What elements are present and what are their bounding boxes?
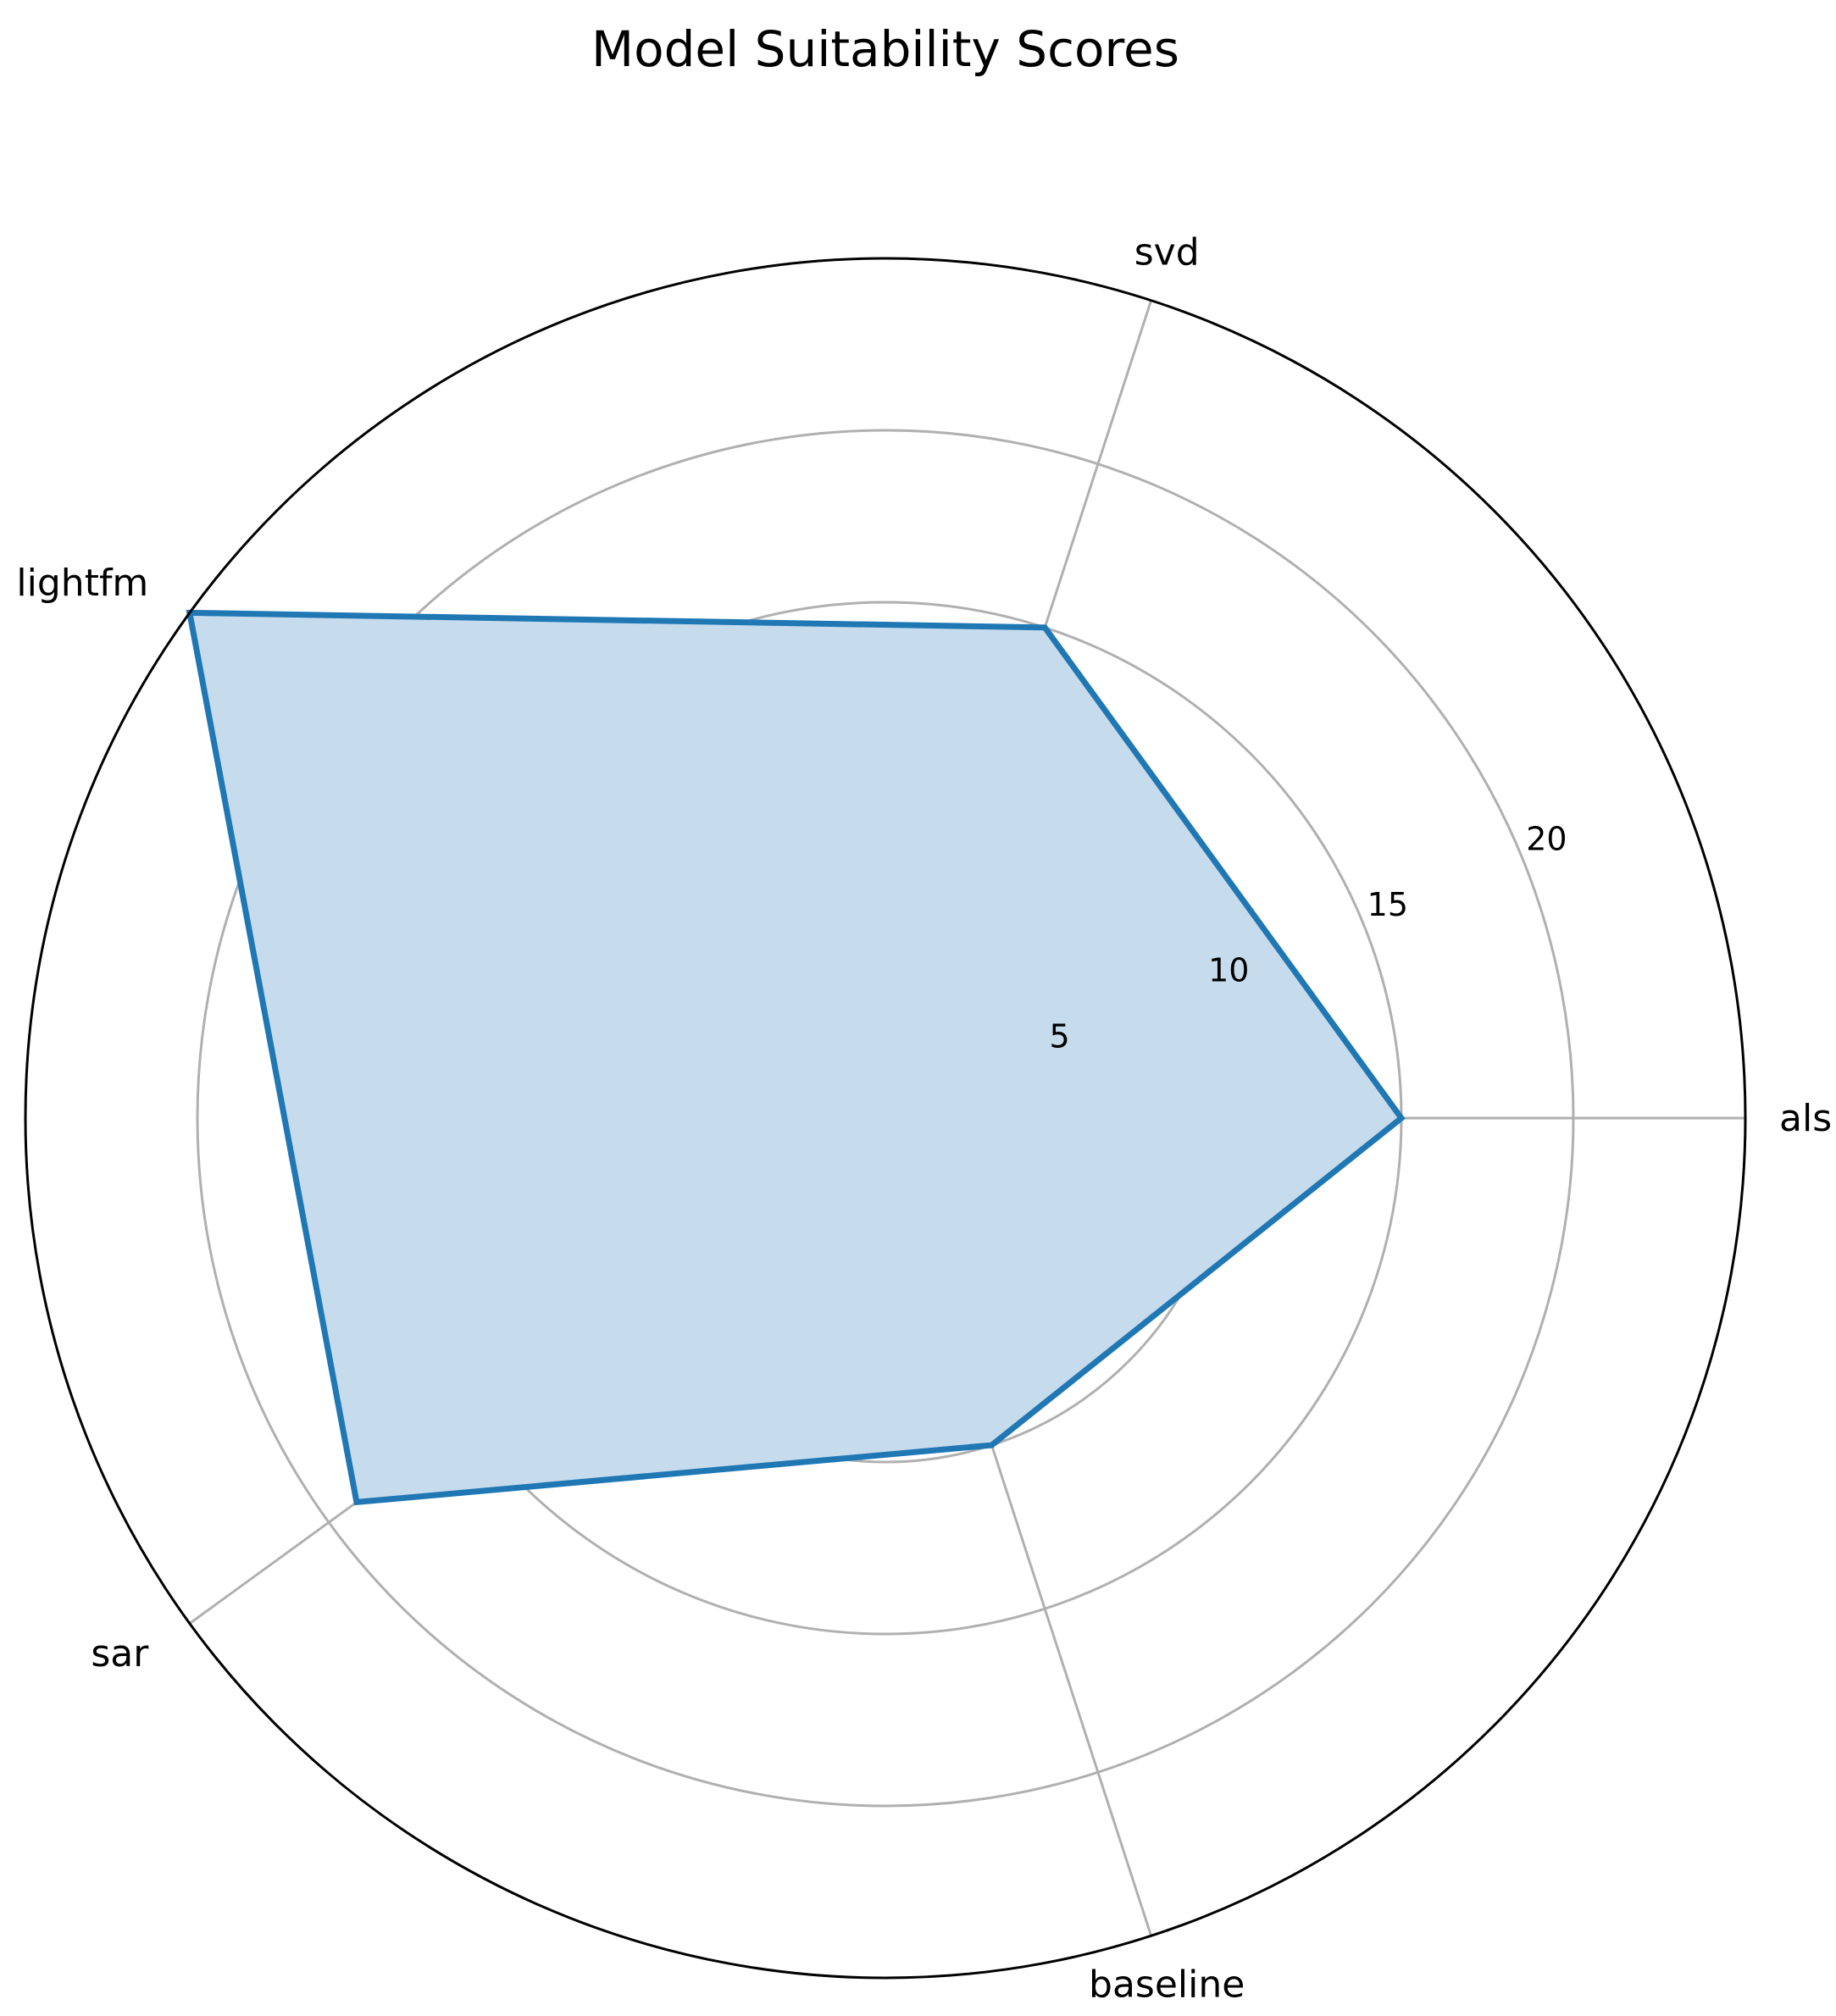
r-tick-label: 5 bbox=[1050, 1017, 1070, 1055]
series-line bbox=[186, 609, 1406, 1506]
label-layer: 5 10 15 20 als svd lightfm sar baseline bbox=[16, 231, 1832, 2007]
r-tick-label: 15 bbox=[1367, 886, 1408, 923]
category-label-sar: sar bbox=[91, 1632, 149, 1675]
outer-frame bbox=[24, 257, 1747, 1980]
category-label-als: als bbox=[1779, 1097, 1832, 1140]
series-area bbox=[189, 612, 1401, 1503]
r-tick-label: 20 bbox=[1526, 820, 1567, 857]
r-tick-label: 10 bbox=[1208, 952, 1249, 989]
series-layer bbox=[186, 609, 1406, 1506]
chart-title: Model Suitability Scores bbox=[591, 20, 1179, 78]
category-label-svd: svd bbox=[1134, 231, 1200, 274]
category-label-baseline: baseline bbox=[1089, 1963, 1245, 2006]
category-label-lightfm: lightfm bbox=[16, 562, 148, 605]
frame-layer bbox=[24, 257, 1747, 1980]
